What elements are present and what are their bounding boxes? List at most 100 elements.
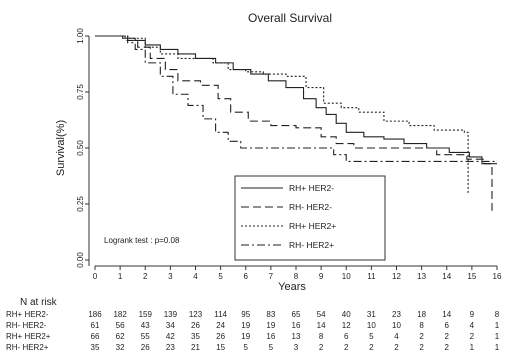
risk-table: RH+ HER2- 186 182 159 139 123 114 95 83 65 54 40 31 2… — [6, 310, 500, 352]
risk-count: 159 — [139, 310, 153, 319]
risk-count: 26 — [191, 321, 200, 330]
x-tick-label: 16 — [493, 272, 502, 281]
x-tick-label: 2 — [143, 272, 148, 281]
x-tick-label: 4 — [193, 272, 198, 281]
risk-count: 12 — [342, 321, 351, 330]
risk-count: 42 — [166, 332, 175, 341]
risk-count: 2 — [445, 343, 450, 352]
risk-count: 114 — [214, 310, 227, 319]
x-tick-label: 15 — [467, 272, 476, 281]
risk-count: 35 — [91, 343, 100, 352]
y-tick-label: 0.25 — [76, 196, 85, 212]
x-tick-label: 9 — [319, 272, 324, 281]
survival-curve — [95, 35, 469, 196]
y-tick-label: 0.00 — [76, 252, 85, 268]
risk-count: 10 — [392, 321, 401, 330]
x-axis-label: Years — [278, 281, 306, 293]
risk-count: 2 — [419, 343, 424, 352]
risk-count: 56 — [116, 321, 125, 330]
risk-count: 10 — [367, 321, 376, 330]
risk-count: 26 — [141, 343, 150, 352]
risk-count: 8 — [319, 332, 324, 341]
x-tick-label: 1 — [118, 272, 123, 281]
x-tick-label: 13 — [417, 272, 426, 281]
risk-count: 13 — [292, 332, 301, 341]
y-tick-label: 0.75 — [76, 84, 85, 100]
survival-curve — [95, 35, 493, 211]
risk-count: 95 — [241, 310, 250, 319]
risk-count: 19 — [241, 321, 250, 330]
risk-count: 9 — [470, 310, 475, 319]
risk-count: 62 — [116, 332, 125, 341]
risk-row-label: RH+ HER2+ — [6, 332, 51, 341]
risk-count: 6 — [344, 332, 349, 341]
risk-count: 40 — [342, 310, 351, 319]
risk-count: 4 — [470, 321, 475, 330]
risk-count: 61 — [91, 321, 100, 330]
risk-row-label: RH- HER2- — [6, 321, 47, 330]
legend-label: RH- HER2+ — [289, 240, 334, 250]
risk-count: 5 — [244, 343, 249, 352]
risk-row-label: RH- HER2+ — [6, 343, 49, 352]
x-tick-label: 10 — [342, 272, 351, 281]
risk-row-label: RH+ HER2- — [6, 310, 49, 319]
risk-count: 66 — [91, 332, 100, 341]
risk-count: 5 — [369, 332, 374, 341]
chart-title: Overall Survival — [248, 11, 332, 25]
risk-count: 2 — [419, 332, 424, 341]
survival-curve — [95, 35, 497, 162]
risk-table-header: N at risk — [20, 297, 58, 308]
legend-label: RH- HER2- — [289, 202, 332, 212]
risk-count: 2 — [369, 343, 374, 352]
risk-count: 15 — [216, 343, 225, 352]
survival-curves — [95, 35, 497, 211]
x-tick-label: 5 — [218, 272, 223, 281]
risk-count: 23 — [392, 310, 401, 319]
risk-count: 4 — [394, 332, 399, 341]
y-tick-label: 1.00 — [76, 28, 85, 44]
risk-count: 83 — [266, 310, 275, 319]
risk-count: 14 — [317, 321, 326, 330]
risk-count: 18 — [417, 310, 426, 319]
x-tick-label: 14 — [442, 272, 451, 281]
y-axis-label: Survival(%) — [55, 120, 67, 176]
risk-count: 19 — [266, 321, 275, 330]
risk-count: 54 — [317, 310, 326, 319]
x-tick-label: 6 — [244, 272, 249, 281]
risk-count: 1 — [495, 343, 500, 352]
risk-count: 34 — [166, 321, 175, 330]
legend-box — [234, 175, 386, 261]
risk-count: 1 — [495, 332, 500, 341]
risk-count: 43 — [141, 321, 150, 330]
chart-legend: RH+ HER2- RH- HER2- RH+ HER2+ RH- HER2+ — [234, 175, 386, 261]
risk-count: 19 — [241, 332, 250, 341]
risk-count: 1 — [470, 343, 475, 352]
risk-count: 26 — [216, 332, 225, 341]
risk-count: 8 — [495, 310, 500, 319]
risk-count: 35 — [191, 332, 200, 341]
risk-count: 65 — [292, 310, 301, 319]
x-tick-label: 11 — [367, 272, 376, 281]
risk-count: 16 — [292, 321, 301, 330]
risk-count: 32 — [116, 343, 125, 352]
risk-count: 2 — [394, 343, 399, 352]
risk-count: 21 — [191, 343, 200, 352]
legend-label: RH+ HER2- — [289, 183, 334, 193]
x-tick-label: 12 — [392, 272, 401, 281]
risk-count: 31 — [367, 310, 376, 319]
risk-count: 14 — [442, 310, 451, 319]
risk-count: 182 — [113, 310, 127, 319]
chart-axes: 0.000.250.500.751.000 1 2 3 4 5 6 7 8 9 10 11 12 13 14… — [76, 28, 502, 281]
risk-count: 24 — [216, 321, 225, 330]
x-tick-label: 3 — [168, 272, 173, 281]
risk-count: 8 — [419, 321, 424, 330]
risk-count: 186 — [88, 310, 102, 319]
legend-label: RH+ HER2+ — [289, 221, 336, 231]
risk-count: 5 — [269, 343, 274, 352]
risk-count: 6 — [445, 321, 450, 330]
x-tick-label: 8 — [294, 272, 299, 281]
risk-count: 16 — [266, 332, 275, 341]
y-tick-label: 0.50 — [76, 140, 85, 156]
risk-count: 55 — [141, 332, 150, 341]
risk-count: 3 — [294, 343, 299, 352]
